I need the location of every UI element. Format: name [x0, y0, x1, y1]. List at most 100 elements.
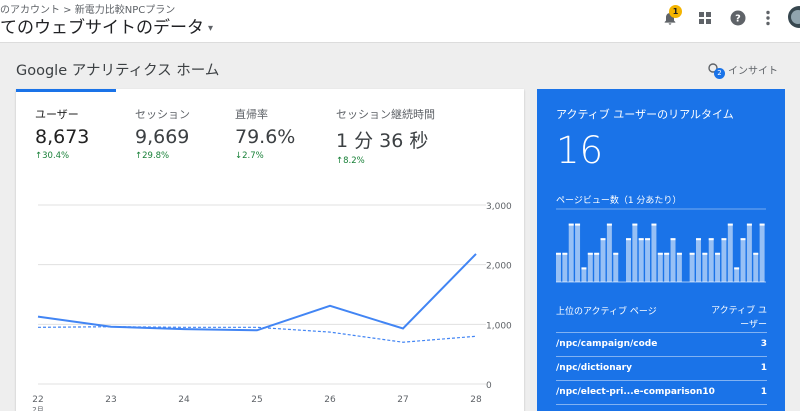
pageview-bar [670, 238, 676, 282]
pageview-bar [587, 252, 593, 282]
x-tick-label: 28 [470, 395, 482, 405]
series-line-previous [37, 326, 477, 343]
pageview-bar [702, 252, 708, 282]
metric-tab-bounce-rate[interactable]: 直帰率 79.6% ↓2.7% [235, 106, 295, 161]
pageview-bar-cap [638, 238, 644, 241]
divider [556, 380, 767, 381]
svg-text:?: ? [735, 13, 741, 24]
pageview-bar [657, 252, 663, 282]
pageview-bar [721, 238, 727, 282]
pageview-bar-cap [594, 252, 600, 255]
realtime-card[interactable]: アクティブ ユーザーのリアルタイム 16 ページビュー数（1 分あたり） 上位の… [537, 89, 785, 411]
metric-label: セッション [135, 108, 190, 121]
pageview-bar-cap [575, 223, 581, 226]
insights-icon: 2 [708, 62, 725, 79]
pageview-bar [734, 267, 740, 282]
x-tick-label: 26 [324, 395, 336, 405]
pageview-bar-cap [600, 238, 606, 241]
view-title-text: てのウェブサイトのデータ [0, 18, 204, 38]
pageview-bar-cap [696, 238, 701, 241]
x-tick-label: 24 [178, 395, 190, 405]
pageview-bar [632, 223, 638, 282]
pageview-bar [753, 252, 759, 282]
page-users: 3 [760, 339, 767, 349]
realtime-active-count: 16 [556, 129, 604, 172]
metric-value: 79.6% [235, 126, 296, 148]
page-users: 1 [760, 363, 767, 373]
y-tick-label: 2,000 [486, 262, 512, 272]
help-button[interactable]: ? [728, 8, 748, 28]
notification-badge: 1 [669, 5, 682, 18]
help-icon: ? [730, 10, 746, 26]
pageview-bar [575, 223, 581, 282]
table-row[interactable]: /npc/dictionary 1 [556, 359, 767, 379]
y-tick-label: 3,000 [486, 202, 512, 212]
metric-label: 直帰率 [235, 108, 268, 121]
more-options-button[interactable] [758, 8, 778, 28]
pageview-bar-cap [587, 252, 593, 255]
pageview-bar-cap [568, 223, 574, 226]
pageview-bar-cap [708, 238, 714, 241]
metric-tab-users[interactable]: ユーザー 8,673 ↑30.4% [35, 106, 89, 161]
pageview-bar [715, 252, 721, 282]
top-header: のアカウント > 新電力比較NPCプラン てのウェブサイトのデータ ▾ 1 ? [0, 0, 800, 43]
pageview-bar-cap [727, 223, 733, 226]
pageview-bar [676, 252, 682, 282]
metric-delta: ↑30.4% [35, 151, 70, 161]
pageviews-bar-chart [556, 208, 766, 283]
pageview-bar [696, 238, 701, 282]
pageview-bar-cap [689, 252, 695, 255]
metric-delta: ↓2.7% [235, 151, 264, 161]
table-row[interactable]: /npc/campaign/code 3 [556, 335, 767, 355]
pageview-bar-cap [721, 238, 727, 241]
breadcrumb[interactable]: のアカウント > 新電力比較NPCプラン [0, 5, 176, 16]
pageview-bar-cap [715, 252, 721, 255]
metric-value: 8,673 [35, 126, 90, 148]
x-tick-label: 23 [105, 395, 116, 405]
pageview-bar [638, 238, 644, 282]
avatar[interactable] [788, 6, 800, 28]
view-selector[interactable]: てのウェブサイトのデータ ▾ [0, 13, 213, 38]
notifications-button[interactable]: 1 [660, 5, 682, 28]
pageview-bar [556, 252, 561, 282]
page-users: 1 [760, 387, 767, 397]
metric-value: 9,669 [135, 126, 190, 148]
series-line-current [37, 253, 477, 332]
page-path: /npc/dictionary [556, 363, 632, 373]
pageview-bar-cap [645, 238, 651, 241]
pageview-bar-cap [606, 223, 612, 226]
x-tick-label: 22 [32, 395, 43, 405]
metric-tab-session-duration[interactable]: セッション継続時間 1 分 36 秒 ↑8.2% [336, 106, 435, 166]
pageview-bar [606, 223, 612, 282]
insights-button[interactable]: 2 インサイト [708, 62, 778, 79]
pageview-bar-cap [581, 267, 587, 270]
users-line-chart: 0 1,000 2,000 3,000 22 23 24 25 26 27 28 2月 [32, 202, 512, 411]
pageview-bar-cap [753, 252, 759, 255]
top-pages-header: 上位のアクティブ ページ [556, 307, 657, 317]
pageview-bar-cap [613, 252, 619, 255]
page-path: /npc/elect-pri...e-comparison10 [556, 387, 715, 397]
pageview-bar-cap [632, 223, 638, 226]
realtime-title: アクティブ ユーザーのリアルタイム [556, 108, 734, 121]
metric-delta: ↑29.8% [135, 151, 170, 161]
pageview-bar [689, 252, 695, 282]
pageview-bar-cap [556, 252, 561, 255]
metric-tab-sessions[interactable]: セッション 9,669 ↑29.8% [135, 106, 190, 161]
pageview-bar-cap [651, 223, 657, 226]
pageview-bar-cap [626, 238, 631, 241]
pageview-bar-cap [657, 252, 663, 255]
divider [556, 332, 767, 333]
table-row[interactable]: /npc/elect-pri...e-comparison10 1 [556, 383, 767, 403]
active-users-header: アクティブ ユーザー [711, 306, 767, 330]
pageview-bar [613, 252, 619, 282]
page-path: /npc/campaign/code [556, 339, 658, 349]
more-vert-icon [766, 10, 770, 26]
apps-button[interactable] [695, 8, 715, 28]
apps-grid-icon [699, 12, 711, 24]
pageview-bar-cap [562, 252, 568, 255]
insights-badge: 2 [714, 67, 725, 79]
page-title: Google アナリティクス ホーム [16, 63, 220, 79]
y-tick-label: 0 [486, 381, 492, 391]
pageview-bar [600, 238, 606, 282]
pageview-bar [651, 223, 657, 282]
